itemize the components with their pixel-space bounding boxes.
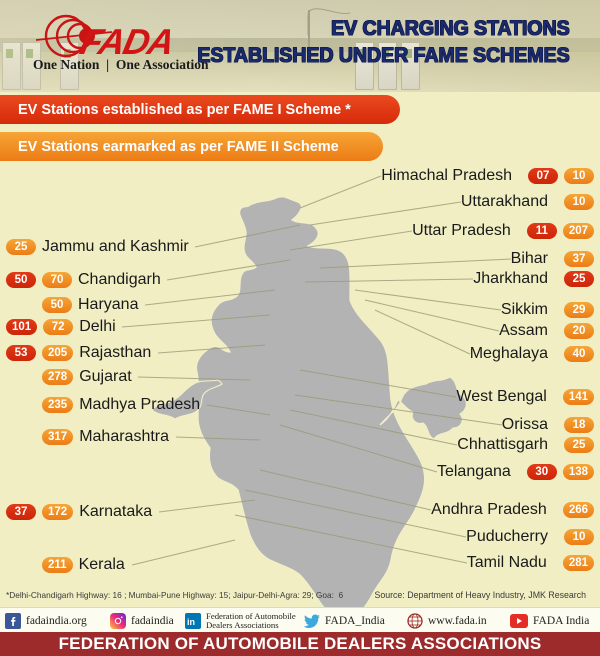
svg-text:in: in (187, 617, 195, 627)
svg-text:FADA: FADA (77, 21, 178, 62)
